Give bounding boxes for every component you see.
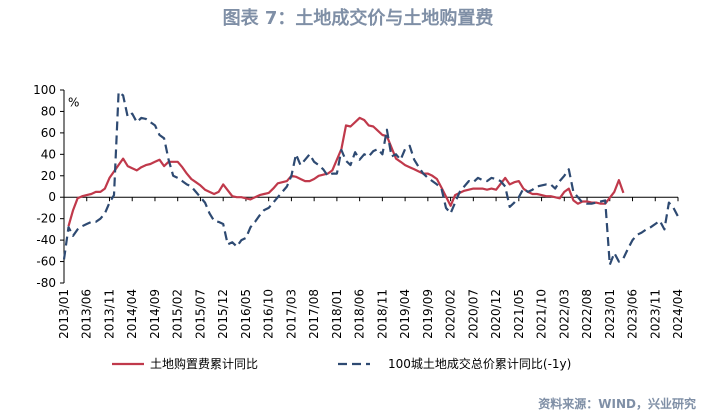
- x-tick-label: 2020/07: [466, 289, 480, 339]
- y-tick-label: -60: [36, 255, 56, 269]
- y-tick-label: 80: [41, 104, 56, 118]
- x-tick-label: 2020/12: [489, 289, 503, 339]
- x-tick-label: 2019/09: [421, 289, 435, 339]
- y-tick-label: 100: [33, 83, 56, 97]
- x-tick-label: 2018/01: [330, 289, 344, 339]
- legend: 土地购置费累计同比 100城土地成交总价累计同比(-1y): [112, 356, 571, 371]
- x-tick-label: 2016/10: [262, 289, 276, 339]
- x-tick-label: 2017/03: [284, 289, 298, 339]
- x-tick-label: 2015/07: [193, 289, 207, 339]
- y-tick-label: -80: [36, 276, 56, 290]
- x-tick-label: 2023/01: [603, 289, 617, 339]
- x-tick-label: 2024/04: [671, 289, 685, 339]
- x-tick-label: 2013/01: [57, 289, 71, 339]
- x-tick-label: 2015/02: [171, 289, 185, 339]
- x-tick-label: 2015/12: [216, 289, 230, 339]
- x-tick-label: 2020/02: [444, 289, 458, 339]
- x-tick-label: 2021/05: [512, 289, 526, 339]
- x-tick-label: 2019/04: [398, 289, 412, 339]
- y-tick-label: 60: [41, 126, 56, 140]
- legend-label: 土地购置费累计同比: [150, 356, 258, 371]
- x-tick-label: 2014/09: [148, 289, 162, 339]
- series-line-land-purchase: [67, 116, 625, 227]
- x-tick-label: 2016/05: [239, 289, 253, 339]
- x-tick-label: 2022/08: [580, 289, 594, 339]
- y-tick-label: 0: [48, 190, 56, 204]
- legend-label: 100城土地成交总价累计同比(-1y): [388, 356, 571, 371]
- series-layer: [62, 91, 679, 266]
- y-tick-label: 20: [41, 169, 56, 183]
- x-tick-label: 2013/06: [80, 289, 94, 339]
- x-tick-label: 2023/06: [626, 289, 640, 339]
- x-tick-label: 2013/11: [102, 289, 116, 339]
- x-tick-label: 2018/06: [353, 289, 367, 339]
- chart-title: 图表 7：土地成交价与土地购置费: [222, 8, 494, 29]
- x-tick-label: 2023/11: [648, 289, 662, 339]
- x-tick-label: 2018/11: [375, 289, 389, 339]
- x-tick-label: 2017/08: [307, 289, 321, 339]
- series-line-land-transaction: [62, 91, 679, 266]
- y-tick-label: -40: [36, 233, 56, 247]
- x-tick-label: 2014/04: [125, 289, 139, 339]
- x-tick-label: 2022/03: [557, 289, 571, 339]
- axes: -80 -60 -40 -20 0 20 40 60 80 100% 2013/01 2013/06 2…: [33, 83, 685, 339]
- unit-label: %: [68, 95, 79, 109]
- x-tick-label: 2021/10: [535, 289, 549, 339]
- y-tick-label: -20: [36, 212, 56, 226]
- y-tick-label: 40: [41, 147, 56, 161]
- source-note: 资料来源：WIND，兴业研究: [538, 397, 696, 411]
